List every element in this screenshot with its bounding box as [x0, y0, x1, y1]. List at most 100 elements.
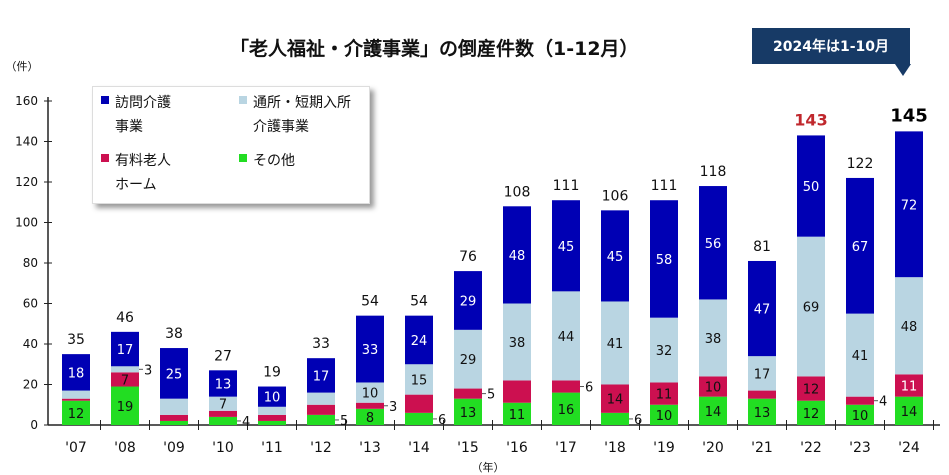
bar-segment [160, 420, 188, 425]
data-label: 11 [901, 380, 918, 395]
data-label: 72 [901, 198, 918, 213]
bar-segment [601, 412, 629, 425]
total-label: 33 [312, 336, 330, 352]
legend-label: 介護事業 [253, 119, 309, 135]
legend-swatch [101, 154, 109, 162]
bar-segment [405, 394, 433, 413]
data-label: 10 [656, 409, 673, 424]
data-label: 41 [607, 337, 624, 352]
y-tick-label: 40 [23, 337, 38, 351]
data-label: 18 [68, 366, 85, 381]
data-label: 7 [219, 398, 227, 413]
legend-swatch [239, 154, 247, 162]
bar-segment [454, 398, 482, 425]
bar-segment [503, 206, 531, 304]
bar-segment [699, 299, 727, 377]
data-label: 14 [607, 393, 624, 408]
data-label: 17 [117, 343, 134, 358]
x-tick-label: '10 [212, 440, 234, 456]
data-label: 6 [438, 413, 446, 428]
bar-segment [797, 236, 825, 377]
total-label: 118 [700, 164, 727, 180]
legend: 訪問介護 事業 通所・短期入所 介護事業 有料老人 ホーム その他 [92, 86, 370, 204]
data-label: 41 [852, 349, 869, 364]
data-label: 5 [487, 388, 495, 403]
bar-segment [356, 382, 384, 403]
data-label: 24 [411, 334, 428, 349]
data-label: 12 [803, 383, 820, 398]
bar-segment [209, 416, 237, 425]
data-label: 50 [803, 180, 820, 195]
y-tick-label: 160 [15, 94, 38, 108]
y-tick-label: 0 [30, 418, 38, 432]
bar-segment [454, 388, 482, 399]
bar-segment [62, 398, 90, 401]
data-label: 33 [362, 343, 379, 358]
data-label: 17 [754, 367, 771, 382]
bar-segment [405, 315, 433, 365]
bar-segment [258, 414, 286, 421]
bar-segment [699, 376, 727, 397]
data-label: 25 [166, 367, 183, 382]
y-tick-label: 20 [23, 378, 38, 392]
data-label: 10 [852, 409, 869, 424]
total-label: 35 [67, 332, 85, 348]
data-label: 38 [705, 332, 722, 347]
legend-swatch [239, 96, 247, 104]
data-label: 17 [313, 369, 330, 384]
legend-label: ホーム [115, 177, 157, 193]
data-label: 6 [634, 413, 642, 428]
x-tick-label: '19 [653, 440, 675, 456]
x-tick-label: '15 [457, 440, 479, 456]
total-label: 54 [361, 294, 379, 310]
total-label: 46 [116, 310, 134, 326]
bar-segment [650, 200, 678, 318]
total-label: 19 [263, 365, 281, 381]
data-label: 16 [558, 403, 575, 418]
data-label: 10 [362, 387, 379, 402]
y-tick-label: 60 [23, 297, 38, 311]
bar-segment [356, 402, 384, 409]
total-label: 143 [794, 110, 827, 129]
bar-segment [209, 410, 237, 417]
data-label: 8 [366, 411, 374, 426]
data-label: 69 [803, 301, 820, 316]
bar-segment [454, 271, 482, 330]
data-label: 47 [754, 303, 771, 318]
data-label: 48 [509, 249, 526, 264]
x-tick-label: '16 [506, 440, 528, 456]
data-label: 14 [901, 405, 918, 420]
data-label: 12 [803, 407, 820, 422]
data-label: 3 [389, 400, 397, 415]
x-axis-label: （年） [472, 460, 505, 474]
data-label: 10 [264, 391, 281, 406]
bar-segment [503, 402, 531, 425]
x-tick-label: '20 [702, 440, 724, 456]
bar-segment [846, 177, 874, 314]
bar-segment [552, 392, 580, 425]
bar-segment [62, 354, 90, 391]
x-tick-label: '08 [114, 440, 136, 456]
bar-segment [111, 366, 139, 373]
x-tick-label: '22 [800, 440, 822, 456]
y-axis-label: （件） [6, 60, 39, 73]
bar-segment [846, 404, 874, 425]
x-tick-label: '07 [65, 440, 87, 456]
bar-segment [405, 364, 433, 395]
data-label: 13 [460, 406, 477, 421]
data-label: 44 [558, 330, 575, 345]
data-label: 11 [656, 388, 673, 403]
data-label: 7 [121, 373, 129, 388]
total-label: 76 [459, 249, 477, 265]
bar-segment [748, 398, 776, 425]
bar-segment [650, 404, 678, 425]
bar-segment [307, 404, 335, 415]
bar-segment [552, 291, 580, 381]
total-label: 111 [553, 178, 580, 194]
legend-label: 訪問介護 [115, 95, 171, 111]
bar-segment [62, 390, 90, 399]
y-tick-label: 80 [23, 256, 38, 270]
total-label: 54 [410, 294, 428, 310]
data-label: 29 [460, 294, 477, 309]
